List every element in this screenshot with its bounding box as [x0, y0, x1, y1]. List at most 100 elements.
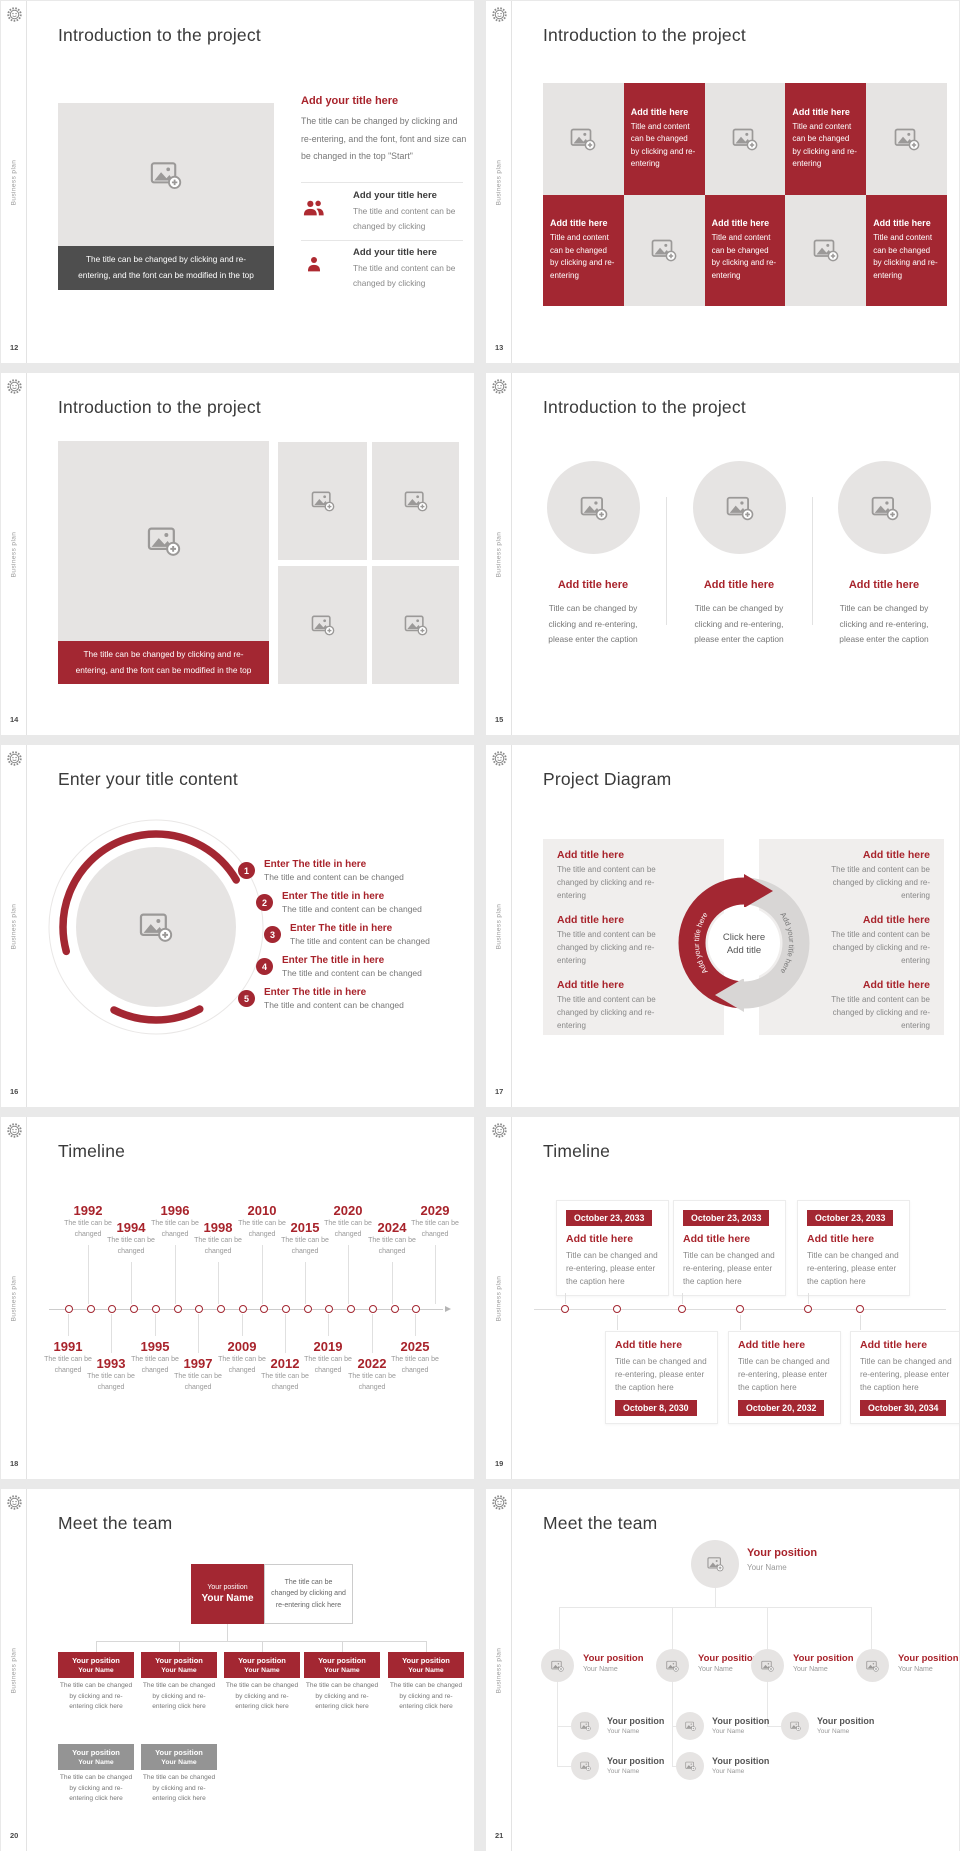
connector: [111, 1314, 112, 1353]
image-plus-icon: [684, 1721, 696, 1731]
avatar-circle: [571, 1712, 599, 1740]
connector: [96, 1641, 426, 1642]
image-placeholder: [58, 441, 269, 641]
image-plus-icon: [871, 495, 899, 521]
slide-title: Enter your title content: [58, 769, 238, 789]
org-box: Your position Your Name: [224, 1652, 300, 1678]
slide-20[interactable]: Business plan 20 Meet the team Your posi…: [1, 1489, 474, 1851]
org-box: Your position Your Name: [304, 1652, 380, 1678]
connector: [740, 1315, 741, 1330]
slide-title: Project Diagram: [543, 769, 672, 789]
item-caption: Title can be changed by clicking and re-…: [839, 603, 929, 645]
org-caption: The title can be changed by clicking and…: [59, 1682, 133, 1711]
org-box-gray: Your position Your Name: [58, 1744, 134, 1770]
date-badge: October 8, 2030: [615, 1400, 697, 1417]
slide-17[interactable]: Business plan 17 Project Diagram Add tit…: [486, 745, 959, 1107]
image-plus-icon: [894, 127, 920, 151]
event-caption: The title can be changed: [87, 1373, 135, 1391]
timeline-node: [260, 1305, 268, 1313]
image-plus-icon: [813, 238, 839, 262]
event-caption: The title can be changed: [391, 1356, 439, 1374]
timeline-card: Add title here Title can be changed and …: [850, 1331, 959, 1425]
event-caption: The title can be changed: [281, 1237, 329, 1255]
slide-19[interactable]: Business plan 19 Timeline October 23, 20…: [486, 1117, 959, 1479]
connector: [559, 1607, 872, 1608]
text-cell: Add title here Title and content can be c…: [543, 194, 624, 306]
image-placeholder: [785, 194, 867, 306]
slide-14[interactable]: Business plan 14 Introduction to the pro…: [1, 373, 474, 735]
avatar-circle: [751, 1649, 784, 1682]
connector: [860, 1315, 861, 1330]
event-caption: The title can be changed: [174, 1373, 222, 1391]
timeline-node: [347, 1305, 355, 1313]
name-label: Your Name: [408, 1667, 444, 1674]
position-label: Your position: [238, 1656, 286, 1665]
image-placeholder: [372, 566, 459, 684]
slide-15[interactable]: Business plan 15 Introduction to the pro…: [486, 373, 959, 735]
event-caption: The title can be changed: [64, 1220, 112, 1238]
position-label: Your position: [607, 1756, 665, 1766]
card-title: Add title here: [615, 1339, 683, 1351]
slide-18[interactable]: Business plan 18 Timeline 1992 The title …: [1, 1117, 474, 1479]
connector: [328, 1314, 329, 1336]
card-title: Add title here: [738, 1339, 806, 1351]
connector: [68, 1314, 69, 1336]
text-cell: Add title here Title and content can be c…: [704, 194, 786, 306]
event-caption: The title can be changed: [411, 1220, 459, 1238]
timeline-event: 2019 The title can be changed: [298, 1339, 358, 1376]
image-placeholder: [278, 442, 367, 560]
checkerboard-grid: Add title here Title and content can be c…: [543, 83, 947, 306]
timeline-node: [282, 1305, 290, 1313]
item-title: Add title here: [703, 579, 775, 591]
image-plus-icon: [404, 614, 428, 636]
item-title: Enter The title in here: [282, 891, 385, 902]
timeline-event: 1995 The title can be changed: [125, 1339, 185, 1376]
timeline-event: 2029 The title can be changed: [405, 1203, 465, 1240]
item-title: Add title here: [557, 579, 629, 591]
timeline-card: October 23, 2033 Add title here Title ca…: [797, 1200, 910, 1297]
step-number: 5: [238, 990, 255, 1007]
slide-21[interactable]: Business plan 21 Meet the team Your posi…: [486, 1489, 959, 1851]
name-label: Your Name: [78, 1759, 114, 1766]
image-plus-icon: [311, 490, 335, 512]
avatar-circle: [571, 1752, 599, 1780]
slide-rail: Business plan 17: [486, 745, 512, 1107]
slide-number: 15: [495, 715, 504, 724]
list-item-title: Add your title here: [353, 190, 437, 201]
name-label: Your Name: [324, 1667, 360, 1674]
name-label: Your Name: [244, 1667, 280, 1674]
connector: [557, 1766, 571, 1767]
people-icon: [301, 197, 327, 219]
image-placeholder-circle: [693, 461, 786, 554]
connector: [348, 1245, 349, 1304]
name-label: Your Name: [161, 1759, 197, 1766]
event-caption: The title can be changed: [348, 1373, 396, 1391]
step-number: 3: [264, 926, 281, 943]
event-year: 2019: [313, 1339, 343, 1354]
position-label: Your position: [793, 1653, 854, 1664]
logo-gear-icon: [492, 379, 507, 394]
image-placeholder: [372, 442, 459, 560]
event-caption: The title can be changed: [107, 1237, 155, 1255]
block-body: The title and content can be changed by …: [831, 995, 930, 1030]
event-year: 1992: [73, 1203, 103, 1218]
connector: [682, 1293, 683, 1304]
item-caption: Title can be changed by clicking and re-…: [694, 603, 784, 645]
image-plus-icon: [706, 1556, 724, 1572]
event-caption: The title can be changed: [261, 1373, 309, 1391]
logo-gear-icon: [7, 379, 22, 394]
position-label: Your position: [207, 1584, 248, 1591]
slide-13[interactable]: Business plan 13 Introduction to the pro…: [486, 1, 959, 363]
slide-number: 14: [10, 715, 19, 724]
item-title: Add title here: [848, 579, 920, 591]
timeline-node: [304, 1305, 312, 1313]
connector: [715, 1588, 716, 1607]
section-body: The title can be changed by clicking and…: [301, 116, 467, 162]
slide-12[interactable]: Business plan 12 Introduction to the pro…: [1, 1, 474, 363]
event-caption: The title can be changed: [368, 1237, 416, 1255]
avatar-circle: [676, 1752, 704, 1780]
timeline-card: Add title here Title can be changed and …: [605, 1331, 718, 1425]
slide-16[interactable]: Business plan 16 Enter your title conten…: [1, 745, 474, 1107]
block-title: Add title here: [862, 914, 930, 926]
text-cell: Add title here Title and content can be c…: [623, 83, 705, 195]
